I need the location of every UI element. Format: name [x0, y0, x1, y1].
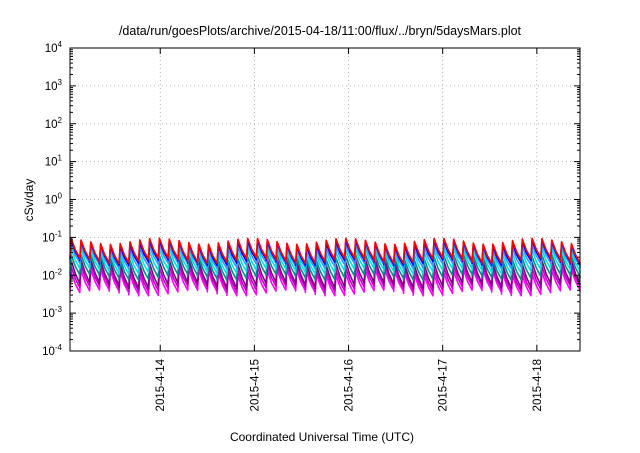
chart-title: /data/run/goesPlots/archive/2015-04-18/1… [119, 24, 522, 38]
y-tick-label: 102 [45, 116, 63, 131]
grid-layer [70, 48, 580, 351]
x-axis-label: Coordinated Universal Time (UTC) [230, 430, 414, 444]
y-tick-label: 10-3 [42, 305, 62, 320]
series-line-6 [69, 239, 581, 267]
x-tick-label: 2015-4-18 [532, 359, 544, 411]
y-tick-label: 10-2 [42, 267, 62, 282]
y-tick-label: 101 [45, 154, 63, 169]
series-line-5 [69, 243, 581, 270]
x-tick-label: 2015-4-14 [155, 358, 167, 411]
series-line-0 [69, 268, 581, 297]
series-line-4 [69, 248, 581, 275]
series-line-7 [69, 237, 581, 265]
y-axis: 10-4 10-3 10-2 10-1 100 101 102 103 104 [42, 40, 580, 358]
x-tick-label: 2015-4-17 [438, 359, 450, 411]
x-axis: 2015-4-14 2015-4-15 2015-4-16 2015-4-17 2015… [155, 48, 544, 411]
y-axis-label: cSv/day [22, 179, 36, 222]
y-tick-label: 10-4 [42, 343, 62, 358]
x-tick-label: 2015-4-15 [249, 359, 261, 411]
y-tick-label: 103 [45, 78, 63, 93]
y-tick-label: 104 [45, 40, 63, 55]
y-tick-label: 10-1 [42, 229, 62, 244]
series-layer [69, 237, 581, 297]
x-tick-label: 2015-4-16 [344, 359, 356, 411]
y-tick-label: 100 [45, 192, 63, 207]
series-line-3 [69, 253, 581, 281]
